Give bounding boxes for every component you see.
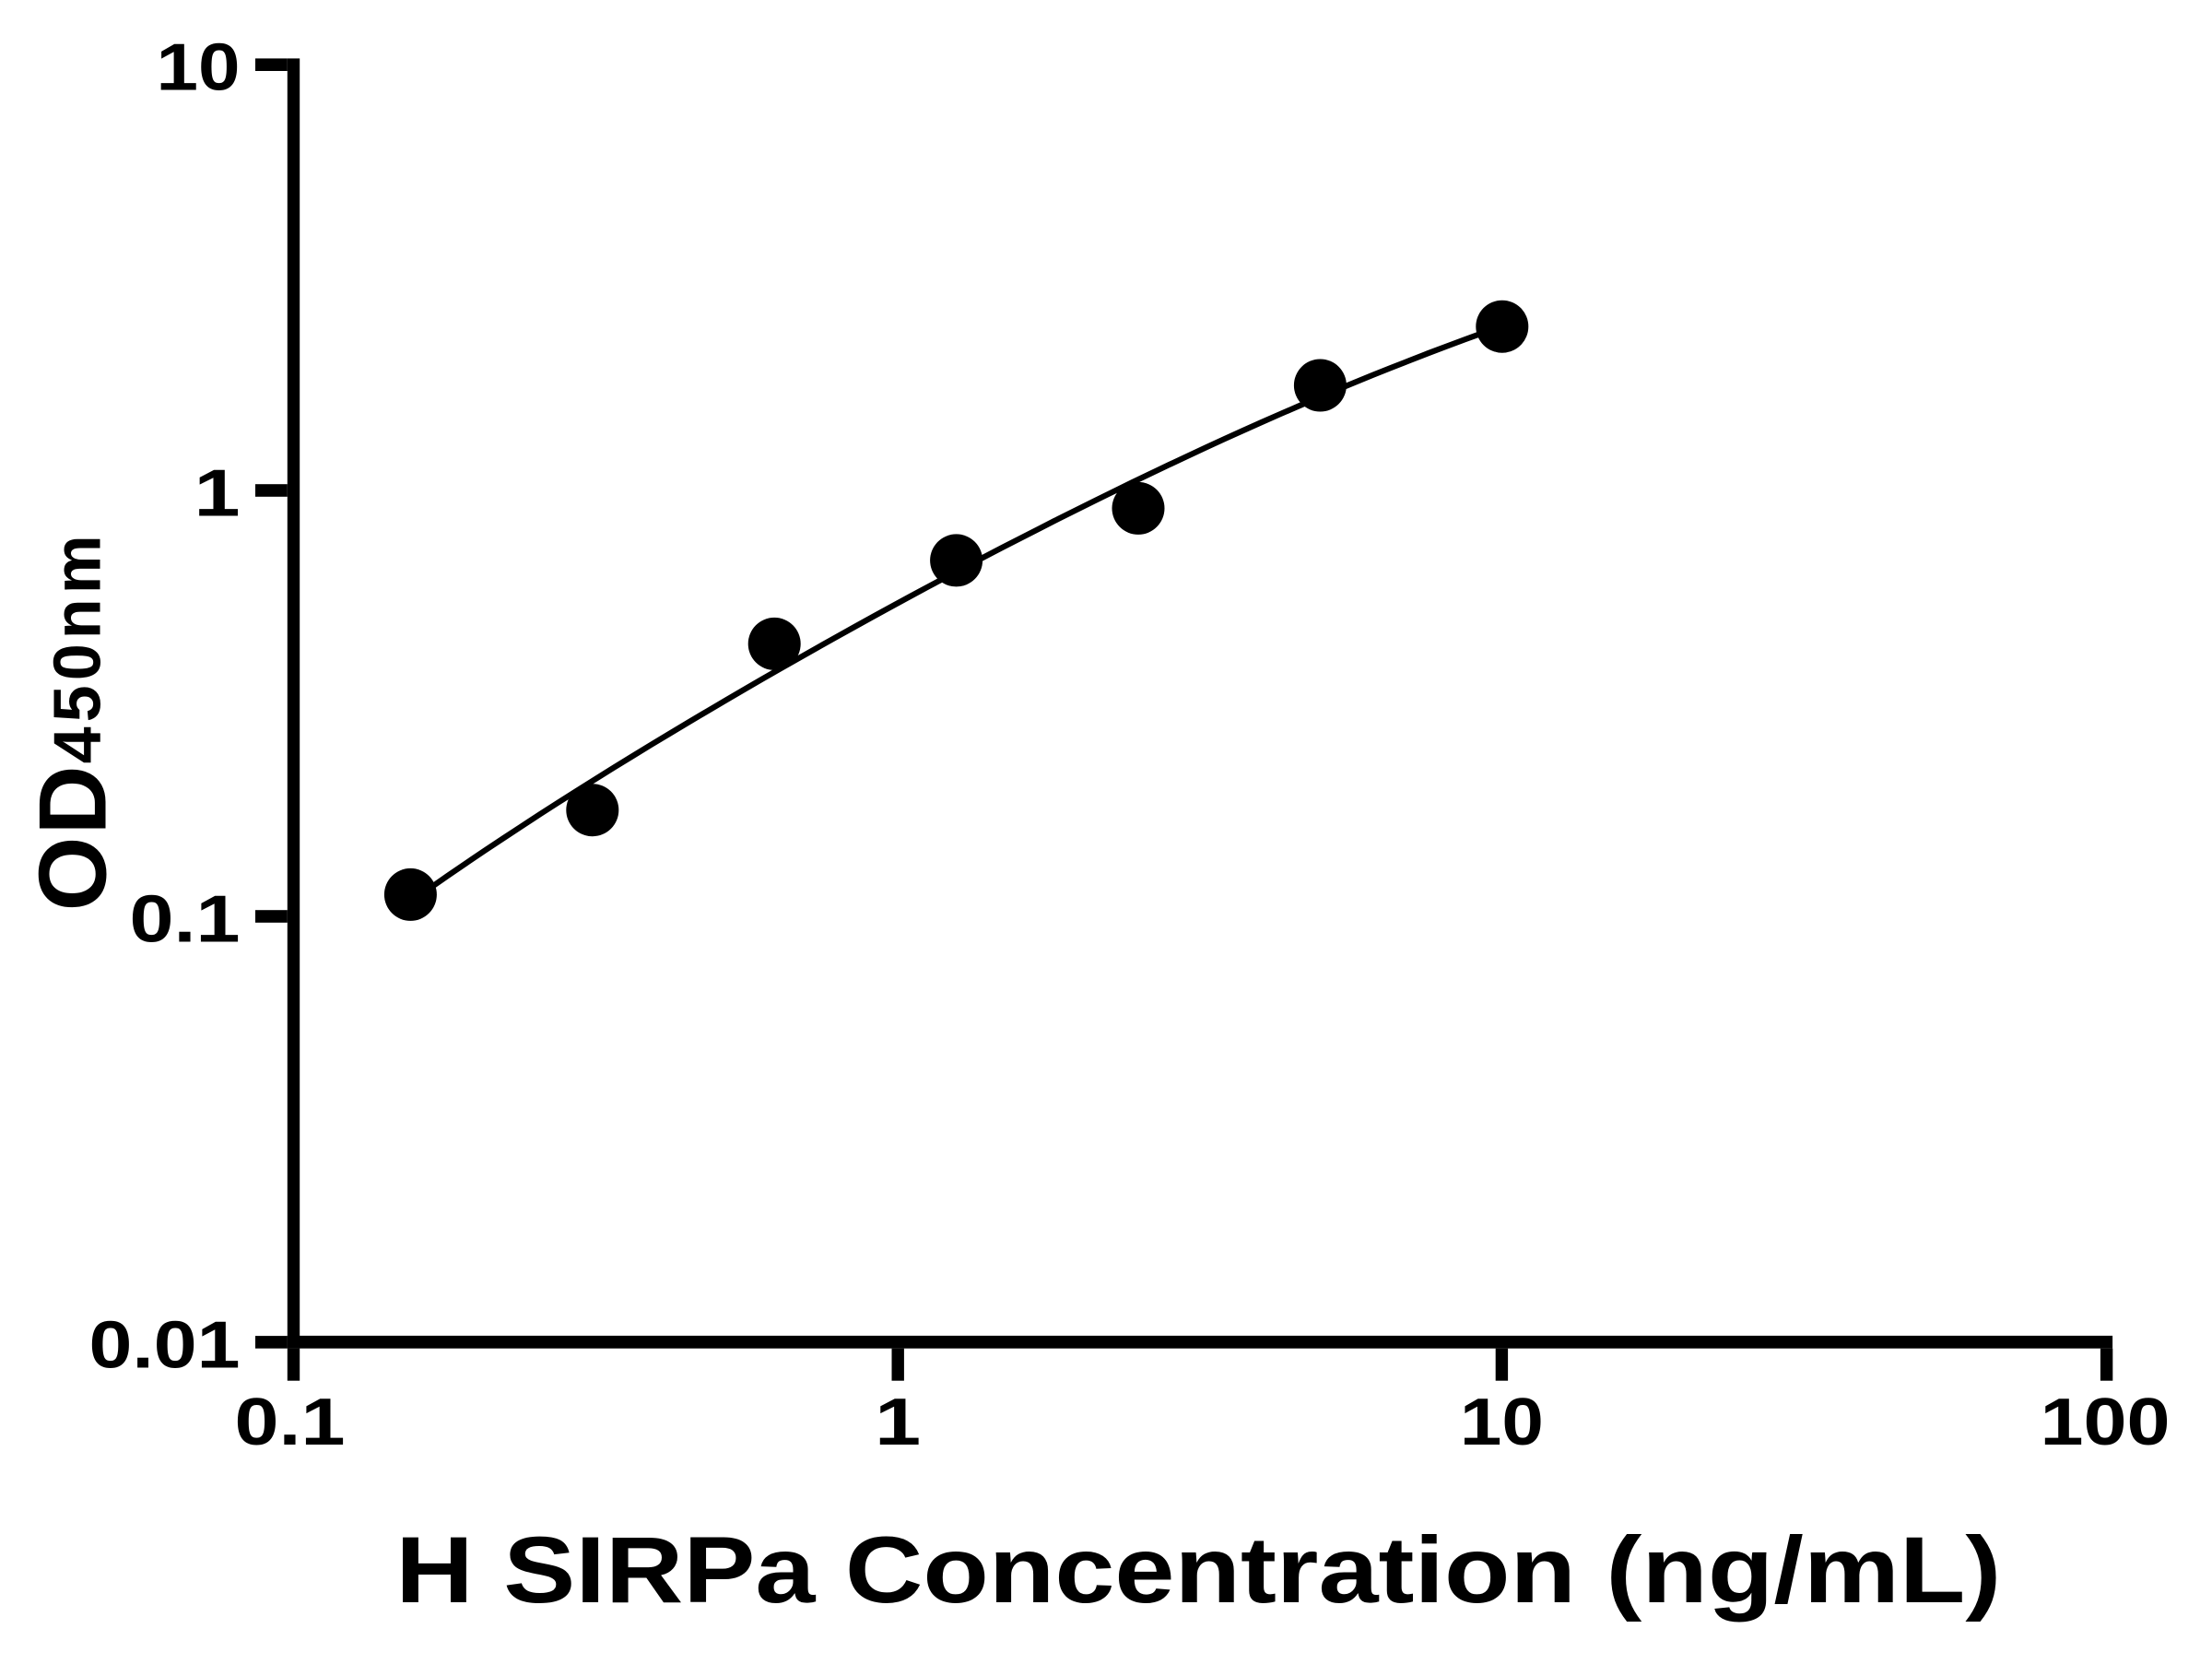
svg-text:OD450nm: OD450nm <box>20 530 127 911</box>
svg-text:100: 100 <box>2041 1386 2171 1459</box>
svg-text:H SIRPa Concentration (ng/mL): H SIRPa Concentration (ng/mL) <box>395 1517 2001 1623</box>
svg-text:10: 10 <box>1460 1386 1544 1459</box>
svg-text:1: 1 <box>194 457 241 531</box>
svg-text:0.01: 0.01 <box>89 1309 241 1383</box>
svg-text:10: 10 <box>157 31 241 105</box>
svg-text:0.1: 0.1 <box>235 1386 346 1459</box>
svg-text:1: 1 <box>875 1386 921 1459</box>
svg-text:0.1: 0.1 <box>130 883 241 957</box>
